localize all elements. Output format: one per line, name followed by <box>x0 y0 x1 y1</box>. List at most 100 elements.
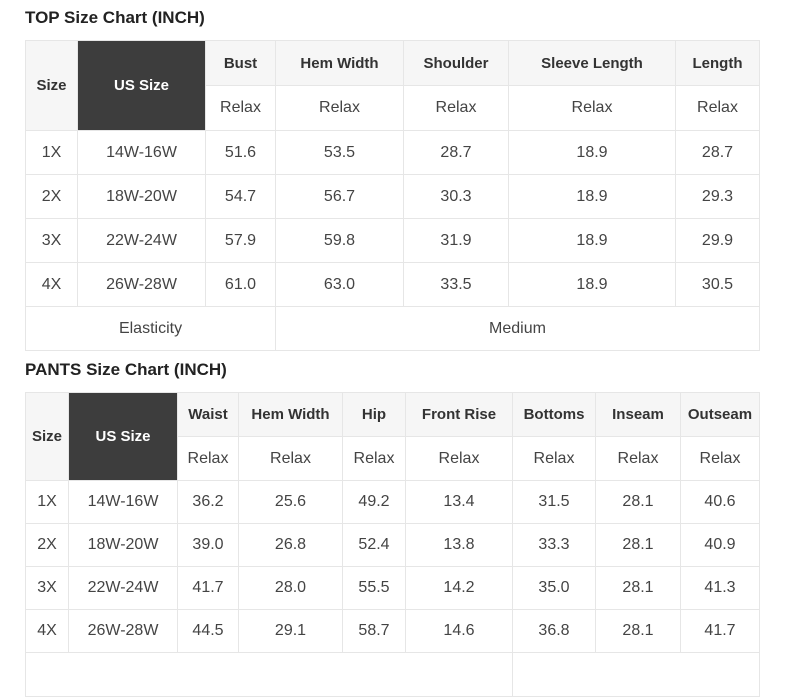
measure-value-cell: 18.9 <box>508 262 676 307</box>
table-row: 3X 22W-24W 41.7 28.0 55.5 14.2 35.0 28.1… <box>25 566 760 610</box>
fit-cell: Relax <box>205 85 276 131</box>
measure-value-cell: 31.9 <box>403 218 509 263</box>
measure-value-cell: 52.4 <box>342 523 406 567</box>
measure-value-cell: 28.1 <box>595 523 681 567</box>
measure-value-cell: 41.3 <box>680 566 760 610</box>
column-header-sleeve-length: Sleeve Length <box>508 40 676 86</box>
us-size-cell: 14W-16W <box>77 130 206 175</box>
measure-value-cell: 13.4 <box>405 480 513 524</box>
us-size-cell: 26W-28W <box>77 262 206 307</box>
size-cell: 3X <box>25 218 78 263</box>
measure-value-cell: 41.7 <box>177 566 239 610</box>
table-row: 2X 18W-20W 54.7 56.7 30.3 18.9 29.3 <box>25 174 760 219</box>
measure-value-cell: 18.9 <box>508 218 676 263</box>
fit-cell: Relax <box>238 436 343 481</box>
elasticity-value-cell <box>512 652 760 697</box>
elasticity-value-cell: Medium <box>275 306 760 351</box>
column-header-bottoms: Bottoms <box>512 392 596 437</box>
elasticity-label-cell <box>25 652 513 697</box>
pants-header-row: Size US Size Waist Hem Width Hip Front R… <box>25 392 760 481</box>
pants-size-table: Size US Size Waist Hem Width Hip Front R… <box>25 392 760 697</box>
fit-cell: Relax <box>512 436 596 481</box>
table-row: 4X 26W-28W 44.5 29.1 58.7 14.6 36.8 28.1… <box>25 609 760 653</box>
top-fit-row: Relax Relax Relax Relax Relax <box>26 85 760 131</box>
size-corner-cell: Size <box>25 392 69 481</box>
pants-fit-row: Relax Relax Relax Relax Relax Relax Rela… <box>26 436 760 481</box>
measure-value-cell: 28.1 <box>595 566 681 610</box>
fit-cell: Relax <box>403 85 509 131</box>
measure-value-cell: 29.9 <box>675 218 760 263</box>
column-header-bust: Bust <box>205 40 276 86</box>
us-size-corner-cell: US Size <box>77 40 206 131</box>
measure-value-cell: 30.5 <box>675 262 760 307</box>
measure-value-cell: 28.7 <box>403 130 509 175</box>
pants-chart-title: PANTS Size Chart (INCH) <box>25 360 227 379</box>
measure-value-cell: 39.0 <box>177 523 239 567</box>
measure-value-cell: 33.3 <box>512 523 596 567</box>
measure-value-cell: 13.8 <box>405 523 513 567</box>
measure-value-cell: 61.0 <box>205 262 276 307</box>
measure-value-cell: 35.0 <box>512 566 596 610</box>
measure-value-cell: 33.5 <box>403 262 509 307</box>
table-row: 1X 14W-16W 51.6 53.5 28.7 18.9 28.7 <box>25 130 760 175</box>
elasticity-label-cell: Elasticity <box>25 306 276 351</box>
column-header-waist: Waist <box>177 392 239 437</box>
table-row: 3X 22W-24W 57.9 59.8 31.9 18.9 29.9 <box>25 218 760 263</box>
us-size-cell: 26W-28W <box>68 609 178 653</box>
column-header-front-rise: Front Rise <box>405 392 513 437</box>
measure-value-cell: 51.6 <box>205 130 276 175</box>
us-size-corner-cell: US Size <box>68 392 178 481</box>
measure-value-cell: 53.5 <box>275 130 404 175</box>
measure-value-cell: 57.9 <box>205 218 276 263</box>
measure-value-cell: 18.9 <box>508 174 676 219</box>
fit-cell: Relax <box>508 85 676 131</box>
us-size-cell: 18W-20W <box>68 523 178 567</box>
size-cell: 3X <box>25 566 69 610</box>
measure-value-cell: 28.7 <box>675 130 760 175</box>
measure-value-cell: 56.7 <box>275 174 404 219</box>
measure-value-cell: 25.6 <box>238 480 343 524</box>
measure-value-cell: 36.2 <box>177 480 239 524</box>
fit-cell: Relax <box>177 436 239 481</box>
column-header-outseam: Outseam <box>680 392 760 437</box>
us-size-cell: 14W-16W <box>68 480 178 524</box>
measure-value-cell: 14.2 <box>405 566 513 610</box>
fit-cell: Relax <box>405 436 513 481</box>
size-cell: 4X <box>25 262 78 307</box>
size-cell: 1X <box>25 130 78 175</box>
size-corner-cell: Size <box>25 40 78 131</box>
column-header-inseam: Inseam <box>595 392 681 437</box>
fit-cell: Relax <box>595 436 681 481</box>
size-cell: 1X <box>25 480 69 524</box>
measure-value-cell: 28.1 <box>595 609 681 653</box>
measure-value-cell: 30.3 <box>403 174 509 219</box>
us-size-cell: 22W-24W <box>68 566 178 610</box>
measure-value-cell: 18.9 <box>508 130 676 175</box>
table-row: 2X 18W-20W 39.0 26.8 52.4 13.8 33.3 28.1… <box>25 523 760 567</box>
column-header-shoulder: Shoulder <box>403 40 509 86</box>
pants-size-chart-section: PANTS Size Chart (INCH) Size US Size Wai… <box>25 360 760 697</box>
measure-value-cell: 58.7 <box>342 609 406 653</box>
measure-value-cell: 28.0 <box>238 566 343 610</box>
measure-value-cell: 49.2 <box>342 480 406 524</box>
measure-value-cell: 28.1 <box>595 480 681 524</box>
column-header-hem-width: Hem Width <box>238 392 343 437</box>
measure-value-cell: 44.5 <box>177 609 239 653</box>
fit-cell: Relax <box>275 85 404 131</box>
measure-value-cell: 26.8 <box>238 523 343 567</box>
top-elasticity-row: Elasticity Medium <box>25 306 760 351</box>
measure-value-cell: 29.3 <box>675 174 760 219</box>
measure-value-cell: 63.0 <box>275 262 404 307</box>
measure-value-cell: 55.5 <box>342 566 406 610</box>
size-cell: 4X <box>25 609 69 653</box>
measure-value-cell: 14.6 <box>405 609 513 653</box>
measure-value-cell: 41.7 <box>680 609 760 653</box>
top-header-row: Size US Size Bust Hem Width Shoulder Sle… <box>25 40 760 131</box>
size-cell: 2X <box>25 174 78 219</box>
fit-cell: Relax <box>342 436 406 481</box>
size-cell: 2X <box>25 523 69 567</box>
column-header-length: Length <box>675 40 760 86</box>
column-header-hem-width: Hem Width <box>275 40 404 86</box>
fit-cell: Relax <box>680 436 760 481</box>
